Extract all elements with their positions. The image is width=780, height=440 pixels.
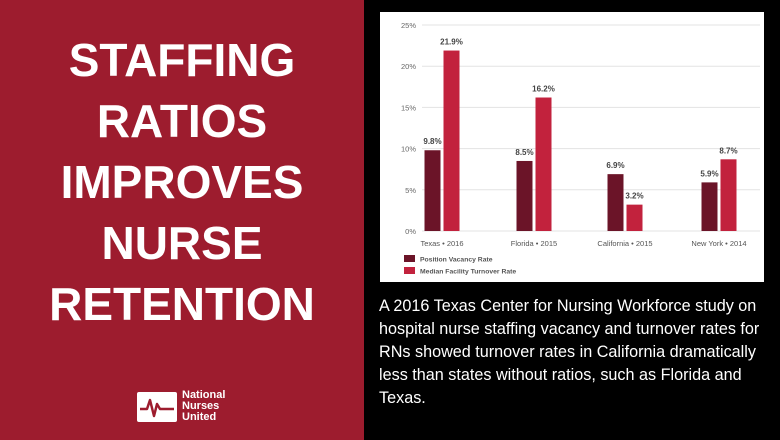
x-tick-label: New York • 2014 (691, 239, 746, 248)
headline-panel: STAFFING RATIOS IMPROVES NURSE RETENTION… (0, 0, 364, 440)
nnu-logo-text: National Nurses United (182, 390, 225, 423)
x-tick-label: California • 2015 (597, 239, 652, 248)
y-tick-label: 15% (401, 103, 416, 112)
data-label: 16.2% (532, 85, 555, 94)
y-tick-label: 10% (401, 145, 416, 154)
bar (516, 160, 533, 231)
legend-swatch (404, 267, 415, 274)
data-label: 9.8% (423, 137, 441, 146)
bar (720, 159, 737, 231)
bar (424, 150, 441, 231)
legend-label: Position Vacancy Rate (420, 257, 493, 264)
headline-line: IMPROVES (60, 156, 304, 208)
x-tick-label: Texas • 2016 (420, 239, 463, 248)
bar (701, 182, 718, 231)
logo-text-line: National (182, 389, 226, 401)
x-tick-label: Florida • 2015 (511, 239, 557, 248)
caption-text: A 2016 Texas Center for Nursing Workforc… (379, 297, 760, 407)
data-label: 8.5% (515, 148, 533, 157)
legend-label: Median Facility Turnover Rate (420, 269, 516, 276)
data-label: 3.2% (625, 192, 643, 201)
data-label: 6.9% (606, 161, 624, 170)
headline: STAFFING RATIOS IMPROVES NURSE RETENTION (0, 30, 364, 335)
data-label: 21.9% (440, 38, 463, 47)
bar-chart: 0% 5% 10% 15% 20% 25% 9.8% 21.9% Texas • 2016 8.5… (401, 21, 760, 276)
bar (443, 50, 460, 231)
bar (535, 97, 552, 232)
headline-line: RETENTION (49, 278, 315, 330)
y-tick-label: 5% (405, 186, 416, 195)
data-label: 5.9% (700, 169, 718, 178)
nnu-logo-mark-icon (137, 391, 177, 422)
nnu-logo: National Nurses United (137, 390, 225, 423)
headline-line: RATIOS (96, 95, 268, 147)
chart-panel: 0% 5% 10% 15% 20% 25% 9.8% 21.9% Texas • 2016 8.5… (364, 0, 780, 440)
y-tick-label: 0% (405, 227, 416, 236)
headline-line: STAFFING (68, 34, 296, 86)
chart-container: 0% 5% 10% 15% 20% 25% 9.8% 21.9% Texas • 2016 8.5… (380, 12, 764, 282)
legend-swatch (404, 255, 415, 262)
y-tick-label: 20% (401, 62, 416, 71)
logo-text-line: United (182, 411, 217, 423)
bar (607, 174, 624, 231)
bar (626, 204, 643, 231)
headline-line: NURSE (101, 217, 263, 269)
logo-text-line: Nurses (182, 400, 220, 412)
y-tick-label: 25% (401, 21, 416, 30)
data-label: 8.7% (719, 146, 737, 155)
